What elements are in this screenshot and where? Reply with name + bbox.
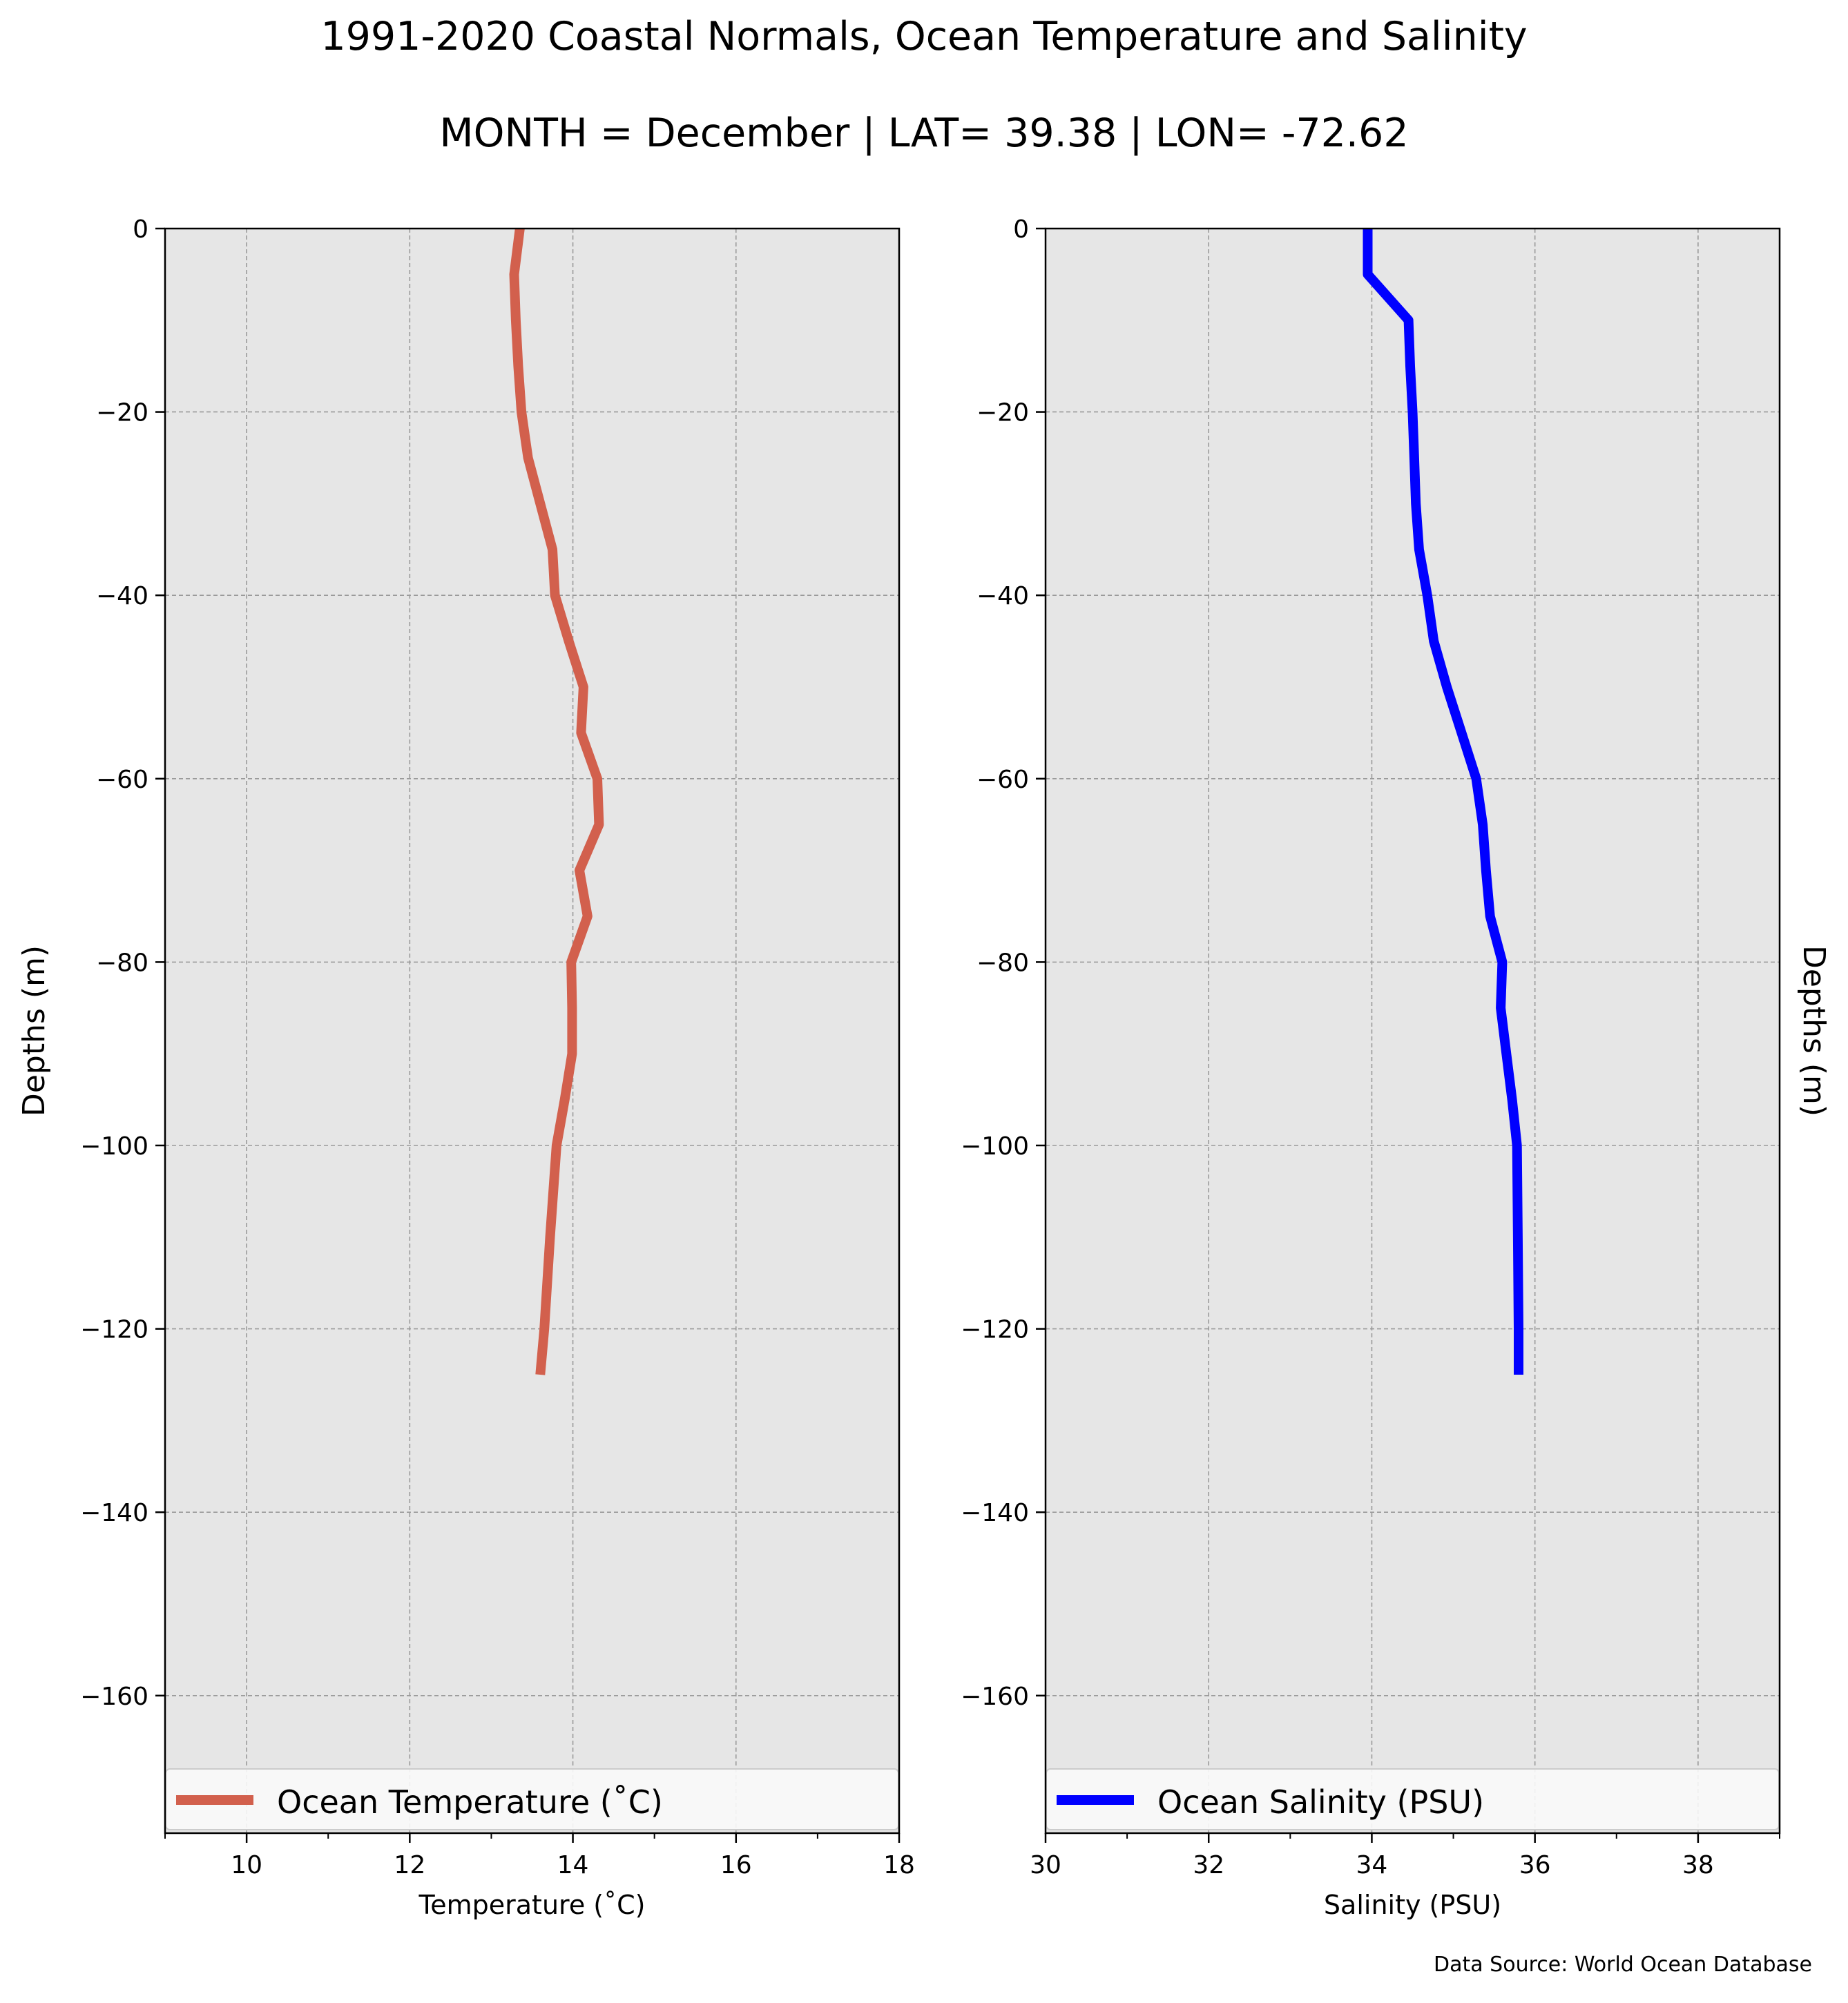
source-note: Data Source: World Ocean Database (1434, 1953, 1812, 1977)
y-tick-label: −60 (96, 766, 148, 794)
axes-frame (1044, 227, 1781, 1835)
x-tick-label: 36 (1519, 1851, 1551, 1879)
chart-panel-2: Ocean Salinity (PSU) 30 32 34 36 38 0 −20 −40 −60… (961, 215, 1831, 1920)
x-tick-label: 14 (557, 1851, 589, 1879)
axes-frame (164, 227, 901, 1835)
series-line (509, 228, 604, 1375)
chart-title: 1991-2020 Coastal Normals, Ocean Tempera… (320, 14, 1528, 59)
y-tick-label: −160 (80, 1683, 148, 1711)
x-axis-label: Temperature (˚C) (418, 1890, 646, 1920)
y-tick-label: −160 (961, 1683, 1029, 1711)
y-axis-label: Depths (m) (1796, 945, 1831, 1116)
y-tick-label: −120 (80, 1316, 148, 1344)
y-tick-label: −140 (961, 1499, 1029, 1527)
y-tick-label: −60 (976, 766, 1029, 794)
legend: Ocean Salinity (PSU) (1046, 1768, 1780, 1830)
x-tick-label: 38 (1682, 1851, 1714, 1879)
chart-subtitle: MONTH = December | LAT= 39.38 | LON= -72… (439, 110, 1409, 156)
y-tick-label: 0 (133, 215, 148, 244)
x-tick-label: 32 (1193, 1851, 1224, 1879)
legend: Ocean Temperature (˚C) (165, 1768, 899, 1830)
x-axis-label: Salinity (PSU) (1324, 1890, 1501, 1920)
x-tick-label: 12 (394, 1851, 425, 1879)
x-tick-label: 10 (231, 1851, 262, 1879)
series-line (1363, 229, 1523, 1375)
legend-label: Ocean Temperature (˚C) (277, 1783, 663, 1821)
y-axis-label: Depths (m) (17, 945, 52, 1116)
legend-label: Ocean Salinity (PSU) (1157, 1783, 1484, 1821)
x-tick-label: 18 (883, 1851, 915, 1879)
x-tick-label: 34 (1356, 1851, 1388, 1879)
y-tick-label: −100 (80, 1132, 148, 1161)
y-tick-label: 0 (1013, 215, 1029, 244)
y-tick-label: −40 (96, 582, 148, 610)
y-tick-label: −80 (96, 949, 148, 977)
x-tick-label: 30 (1030, 1851, 1061, 1879)
chart-panel-1: Ocean Temperature (˚C) 10 12 14 16 18 0 −20 −40 −… (17, 215, 915, 1920)
y-tick-label: −80 (976, 949, 1029, 977)
y-tick-label: −40 (976, 582, 1029, 610)
y-tick-label: −20 (976, 399, 1029, 427)
y-tick-label: −120 (961, 1316, 1029, 1344)
y-tick-label: −100 (961, 1132, 1029, 1161)
plot-area (165, 229, 899, 1833)
y-tick-label: −140 (80, 1499, 148, 1527)
y-tick-label: −20 (96, 399, 148, 427)
x-tick-label: 16 (720, 1851, 752, 1879)
